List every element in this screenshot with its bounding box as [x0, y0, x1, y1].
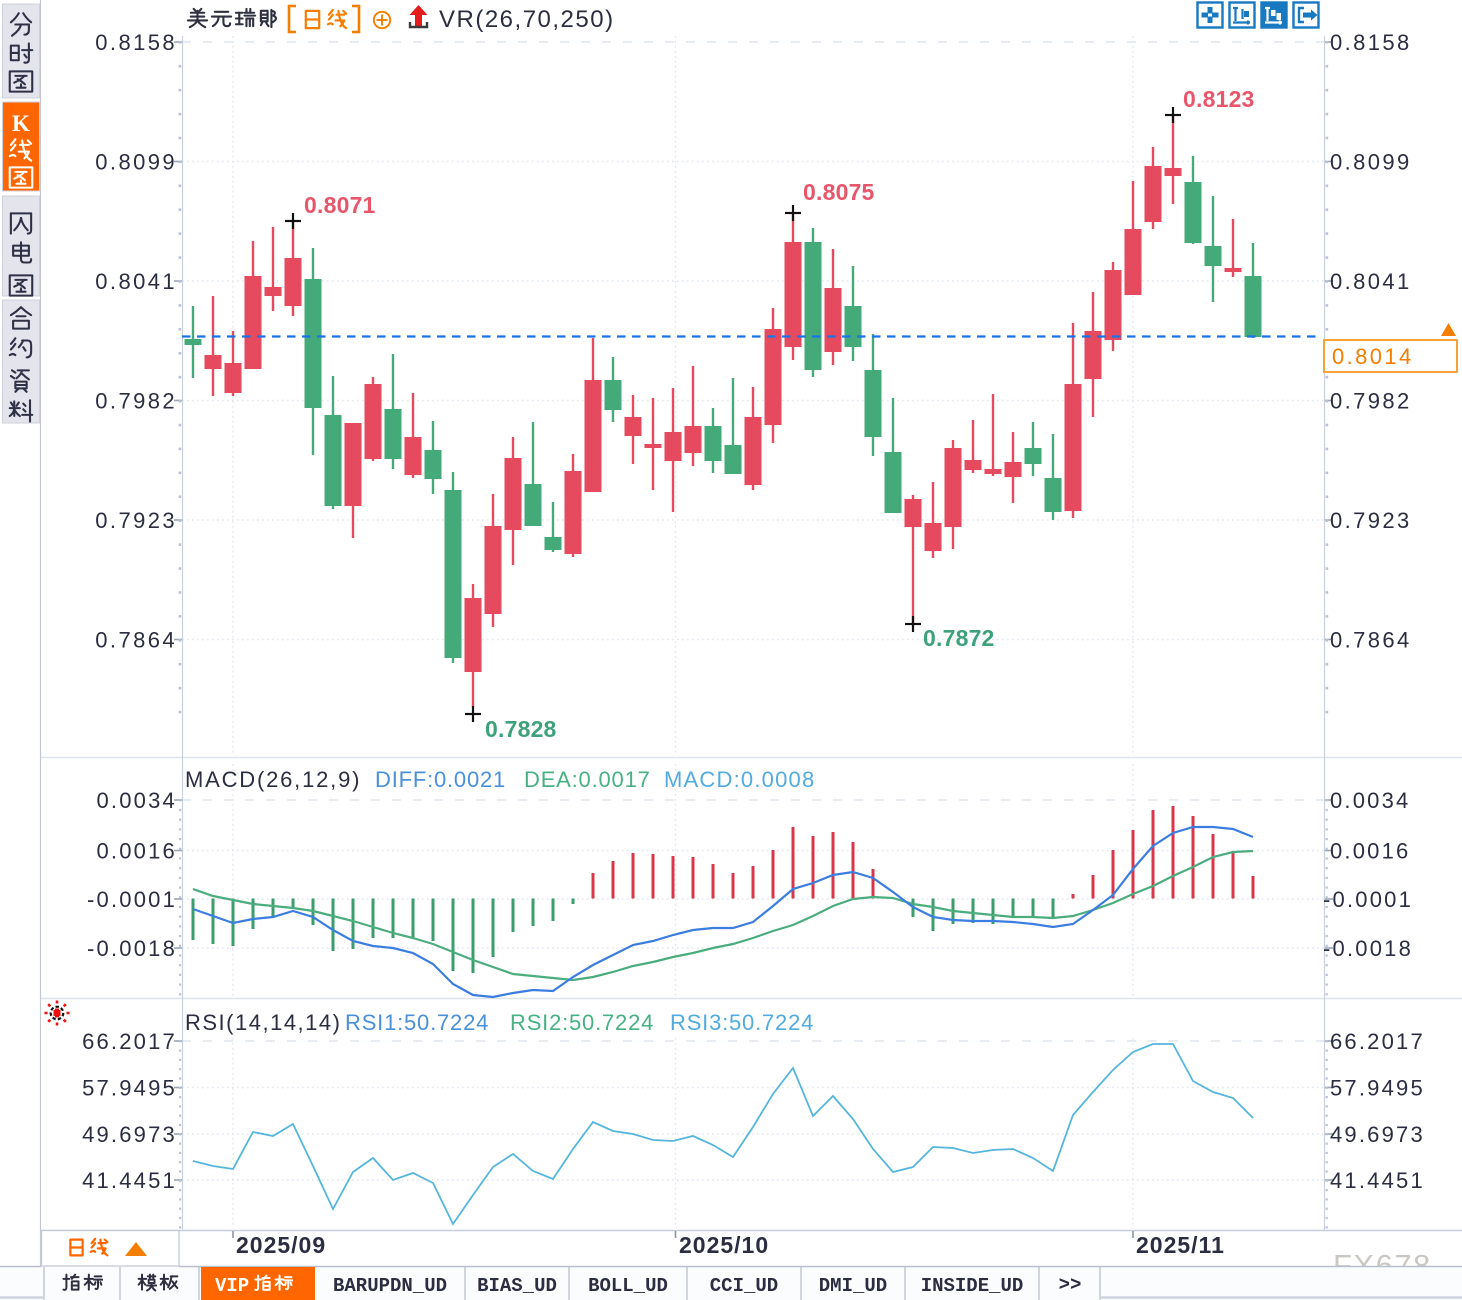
svg-text:-0.0018: -0.0018 — [87, 936, 177, 961]
svg-text:0.7864: 0.7864 — [95, 628, 177, 653]
svg-text:0.8014: 0.8014 — [1332, 344, 1414, 369]
svg-text:2025/09: 2025/09 — [236, 1232, 326, 1258]
svg-text:0.0034: 0.0034 — [97, 788, 178, 813]
svg-text:0.8123: 0.8123 — [1183, 86, 1255, 112]
svg-text:49.6973: 49.6973 — [82, 1122, 177, 1147]
svg-text:-0.0001: -0.0001 — [87, 887, 177, 912]
svg-text:BARUPDN_UD: BARUPDN_UD — [333, 1275, 447, 1297]
svg-text:VR(26,70,250): VR(26,70,250) — [439, 6, 615, 33]
svg-text:CCI_UD: CCI_UD — [710, 1275, 778, 1297]
svg-text:BIAS_UD: BIAS_UD — [477, 1275, 557, 1297]
svg-text:RSI3:50.7224: RSI3:50.7224 — [670, 1010, 814, 1035]
svg-text:0.8075: 0.8075 — [803, 179, 875, 205]
svg-text:MACD(26,12,9): MACD(26,12,9) — [185, 767, 361, 792]
svg-text:-0.0001: -0.0001 — [1323, 887, 1413, 912]
svg-text:2025/10: 2025/10 — [679, 1232, 769, 1258]
svg-text:DEA:0.0017: DEA:0.0017 — [524, 767, 651, 792]
svg-text:MACD:0.0008: MACD:0.0008 — [664, 767, 815, 792]
svg-text:66.2017: 66.2017 — [82, 1029, 177, 1054]
svg-text:0.7982: 0.7982 — [95, 389, 177, 414]
svg-text:66.2017: 66.2017 — [1330, 1029, 1425, 1054]
svg-text:-0.0018: -0.0018 — [1323, 936, 1413, 961]
svg-text:RSI1:50.7224: RSI1:50.7224 — [345, 1010, 489, 1035]
svg-text:0.0016: 0.0016 — [1330, 839, 1411, 864]
svg-text:0.8158: 0.8158 — [1330, 30, 1412, 55]
svg-text:0.8099: 0.8099 — [95, 150, 177, 175]
svg-text:0.7872: 0.7872 — [923, 625, 995, 651]
svg-text:0.7982: 0.7982 — [1330, 389, 1412, 414]
svg-text:K: K — [12, 111, 30, 136]
svg-text:41.4451: 41.4451 — [1330, 1168, 1425, 1193]
svg-text:0.0034: 0.0034 — [1330, 788, 1411, 813]
svg-text:49.6973: 49.6973 — [1330, 1122, 1425, 1147]
svg-text:57.9495: 57.9495 — [82, 1076, 177, 1101]
svg-text:DMI_UD: DMI_UD — [819, 1275, 887, 1297]
svg-text:0.0016: 0.0016 — [97, 839, 178, 864]
svg-text:RSI(14,14,14): RSI(14,14,14) — [185, 1010, 341, 1035]
svg-text:0.8041: 0.8041 — [95, 269, 177, 294]
svg-text:0.8099: 0.8099 — [1330, 150, 1412, 175]
svg-text:0.7923: 0.7923 — [1330, 508, 1412, 533]
svg-text:RSI2:50.7224: RSI2:50.7224 — [510, 1010, 654, 1035]
svg-text:2025/11: 2025/11 — [1136, 1232, 1225, 1258]
svg-text:>>: >> — [1059, 1274, 1082, 1296]
svg-text:0.7923: 0.7923 — [95, 508, 177, 533]
svg-text:0.8158: 0.8158 — [95, 30, 177, 55]
svg-text:DIFF:0.0021: DIFF:0.0021 — [375, 767, 506, 792]
svg-text:0.7828: 0.7828 — [485, 716, 557, 742]
svg-text:0.8071: 0.8071 — [304, 192, 376, 218]
svg-text:0.7864: 0.7864 — [1330, 628, 1412, 653]
svg-text:BOLL_UD: BOLL_UD — [588, 1275, 668, 1297]
svg-text:INSIDE_UD: INSIDE_UD — [921, 1275, 1024, 1297]
svg-text:41.4451: 41.4451 — [82, 1168, 177, 1193]
svg-text:0.8041: 0.8041 — [1330, 269, 1412, 294]
svg-text:VIP: VIP — [215, 1275, 249, 1297]
svg-text:57.9495: 57.9495 — [1330, 1076, 1425, 1101]
